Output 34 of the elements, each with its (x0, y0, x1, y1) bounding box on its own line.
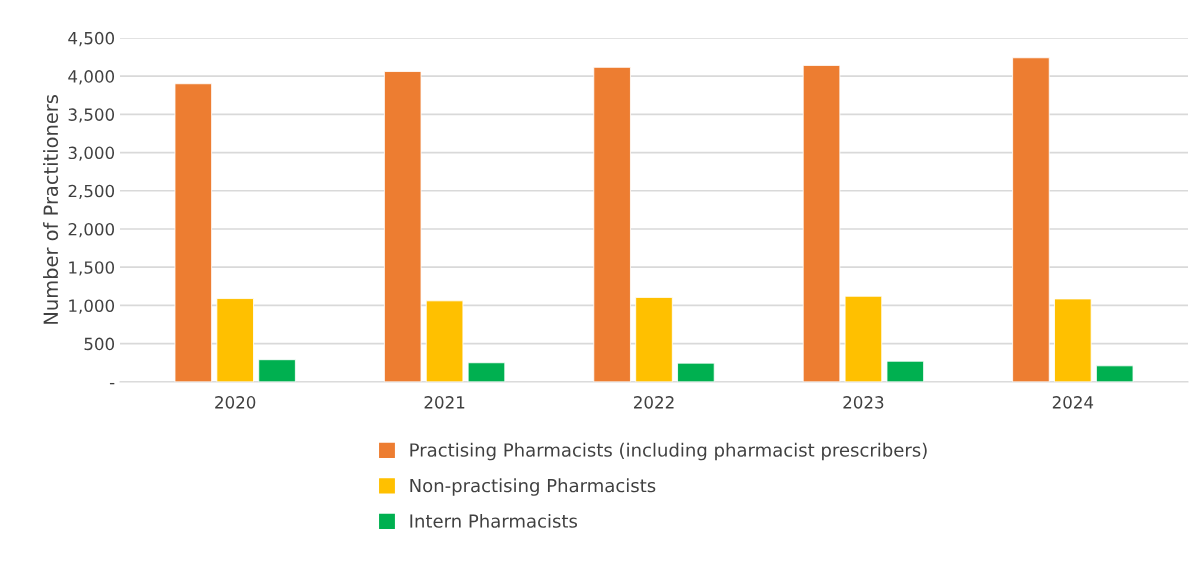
y-tick-label: 4,500 (68, 31, 115, 47)
bar (593, 66, 631, 382)
bar (174, 83, 213, 382)
y-tick-label: 3,000 (68, 146, 115, 161)
y-tick-label: 500 (84, 337, 115, 351)
bar (1054, 298, 1092, 382)
x-tick-label: 2020 (215, 396, 256, 409)
y-tick-label: 2,000 (68, 222, 115, 238)
bar (677, 362, 715, 382)
legend-label: Practising Pharmacists (including pharmacist prescribers) (410, 442, 927, 461)
legend-label: Non-practising Pharmacists (410, 478, 656, 496)
bar (886, 360, 925, 382)
bar (635, 296, 673, 382)
bar (383, 71, 422, 382)
y-tick-label: 3,500 (68, 108, 115, 123)
bar (1095, 365, 1134, 382)
x-tick-label: 2021 (424, 396, 465, 409)
y-tick-label: 4,000 (68, 70, 115, 85)
x-tick-label: 2023 (843, 396, 884, 409)
y-axis-title: Number of Practitioners (43, 95, 59, 324)
legend-label: Intern Pharmacists (410, 513, 578, 528)
y-tick-label: 1,500 (69, 261, 115, 276)
x-tick-label: 2022 (634, 396, 674, 409)
bar (467, 362, 506, 382)
bar (802, 64, 841, 382)
bar (1012, 57, 1050, 382)
bar (844, 295, 883, 382)
y-tick-label: - (109, 382, 115, 385)
y-tick-label: 2,500 (68, 184, 115, 200)
x-tick-label: 2024 (1052, 396, 1094, 409)
bar (258, 359, 296, 382)
y-tick-label: 1,000 (69, 299, 115, 314)
bar (425, 300, 464, 382)
bar (216, 298, 254, 382)
